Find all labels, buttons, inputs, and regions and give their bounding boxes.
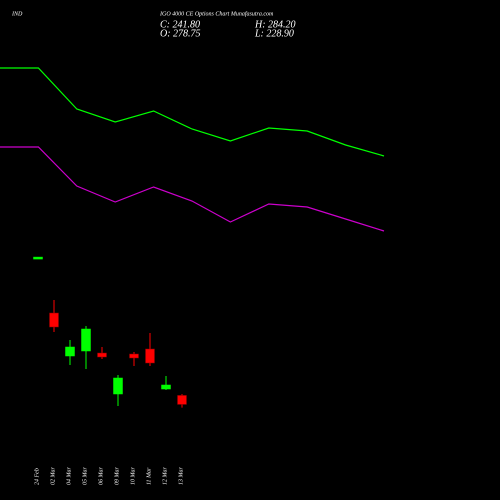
x-tick-label: 06 Mar (98, 467, 104, 485)
x-tick-label: 09 Mar (114, 467, 120, 485)
candle-body (113, 377, 123, 395)
ohlc-label: O: 278.75 (160, 28, 201, 39)
x-tick-label: 12 Mar (162, 467, 168, 485)
candle-body (97, 352, 107, 358)
x-tick-label: 02 Mar (50, 467, 56, 485)
line (0, 67, 385, 157)
candle-body (49, 312, 59, 328)
candle-body (65, 346, 75, 357)
candle-body (33, 256, 43, 260)
x-tick-label: 24 Feb (33, 468, 40, 485)
x-tick-label: 13 Mar (178, 467, 184, 485)
line (0, 146, 385, 232)
x-tick-label: 05 Mar (82, 467, 88, 485)
chart-title: IGO 4000 CE Options Chart Munafasutra.co… (159, 10, 274, 17)
candle-body (81, 328, 91, 352)
ohlc-label: L: 228.90 (254, 28, 294, 39)
chart-title: IND (11, 11, 23, 17)
candle-body (129, 353, 139, 359)
ohlc-label: H: 284.20 (254, 19, 296, 30)
candle-body (161, 384, 171, 390)
x-tick-label: 10 Mar (130, 467, 136, 485)
ohlc-label: C: 241.80 (160, 19, 200, 30)
x-tick-label: 04 Mar (65, 467, 72, 485)
x-tick-label: 11 Mar (146, 467, 152, 485)
candle-body (145, 348, 155, 364)
candle-body (177, 395, 187, 405)
